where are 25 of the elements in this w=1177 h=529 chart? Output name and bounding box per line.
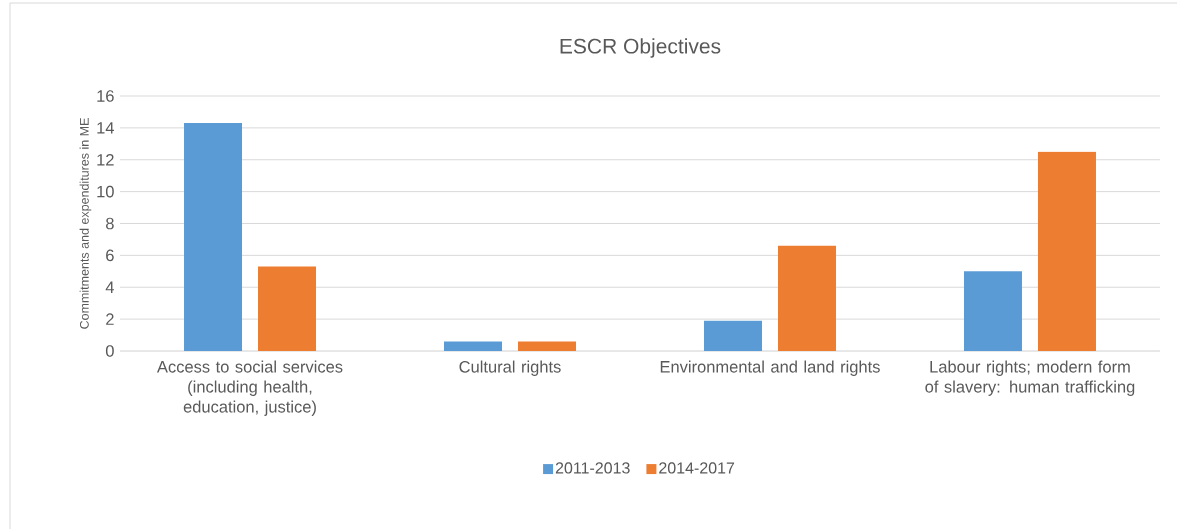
- legend-label: 2014-2017: [659, 462, 735, 474]
- chart-title: ESCR Objectives: [560, 38, 721, 58]
- y-tick-label: 2: [106, 313, 114, 325]
- bar: [444, 341, 502, 351]
- bar: [518, 341, 576, 351]
- y-tick-label: 10: [97, 185, 114, 198]
- legend-label: 2011-2013: [555, 462, 630, 474]
- x-tick-label: Labour rights; modern form of slavery: human trafficking: [925, 360, 1135, 396]
- y-tick-label: 14: [97, 122, 114, 134]
- y-tick-label: 8: [106, 217, 114, 230]
- bar: [258, 266, 317, 351]
- x-tick-label: Cultural rights: [459, 360, 561, 376]
- y-tick-label: 12: [97, 153, 114, 166]
- bar: [777, 245, 836, 351]
- y-tick-label: 4: [105, 281, 114, 293]
- x-tick-label: Environmental and land rights: [660, 360, 880, 376]
- y-axis-title: Commitments and expenditures in ME: [79, 118, 92, 329]
- y-tick-label: 16: [97, 90, 114, 102]
- bar: [703, 320, 762, 351]
- y-tick-label: 6: [106, 249, 114, 262]
- y-tick-label: 0: [105, 345, 114, 357]
- x-tick-label: Access to social services (including health, education, justice): [156, 360, 343, 416]
- bar: [963, 271, 1022, 351]
- bar: [1037, 151, 1096, 351]
- bar: [184, 123, 243, 351]
